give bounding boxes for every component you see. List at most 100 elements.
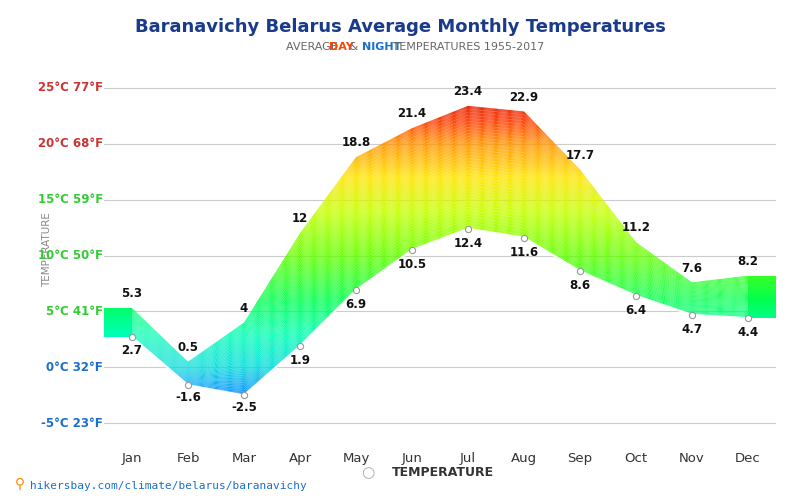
Polygon shape bbox=[248, 321, 249, 324]
Polygon shape bbox=[653, 271, 654, 272]
Polygon shape bbox=[582, 194, 583, 198]
Polygon shape bbox=[418, 202, 419, 205]
Polygon shape bbox=[256, 372, 257, 374]
Polygon shape bbox=[313, 223, 314, 228]
Polygon shape bbox=[385, 253, 386, 256]
Polygon shape bbox=[609, 259, 610, 262]
Polygon shape bbox=[550, 222, 551, 226]
Polygon shape bbox=[391, 188, 393, 192]
Polygon shape bbox=[234, 361, 236, 363]
Polygon shape bbox=[507, 113, 508, 116]
Polygon shape bbox=[217, 356, 218, 358]
Polygon shape bbox=[286, 282, 287, 286]
Polygon shape bbox=[651, 274, 652, 275]
Polygon shape bbox=[514, 170, 515, 173]
Polygon shape bbox=[507, 232, 508, 235]
Polygon shape bbox=[515, 198, 517, 202]
Polygon shape bbox=[638, 253, 639, 254]
Polygon shape bbox=[534, 183, 535, 187]
Polygon shape bbox=[692, 304, 693, 305]
Polygon shape bbox=[454, 212, 455, 216]
Polygon shape bbox=[289, 266, 290, 270]
Polygon shape bbox=[231, 345, 232, 347]
Polygon shape bbox=[640, 290, 641, 292]
Polygon shape bbox=[745, 297, 746, 298]
Polygon shape bbox=[518, 133, 519, 136]
Polygon shape bbox=[620, 244, 621, 246]
Polygon shape bbox=[515, 139, 517, 142]
Polygon shape bbox=[481, 163, 482, 166]
Polygon shape bbox=[363, 248, 365, 252]
Polygon shape bbox=[666, 303, 667, 304]
Polygon shape bbox=[650, 254, 651, 256]
Polygon shape bbox=[679, 287, 680, 288]
Polygon shape bbox=[143, 336, 144, 337]
Polygon shape bbox=[686, 311, 687, 312]
Polygon shape bbox=[371, 272, 372, 276]
Polygon shape bbox=[138, 330, 139, 332]
Polygon shape bbox=[589, 256, 590, 259]
Polygon shape bbox=[423, 142, 424, 145]
Polygon shape bbox=[479, 181, 480, 184]
Polygon shape bbox=[493, 214, 494, 218]
Polygon shape bbox=[564, 172, 565, 176]
Polygon shape bbox=[160, 335, 161, 336]
Polygon shape bbox=[561, 216, 562, 219]
Polygon shape bbox=[550, 170, 551, 174]
Polygon shape bbox=[384, 180, 385, 184]
Polygon shape bbox=[349, 232, 350, 236]
Polygon shape bbox=[229, 342, 230, 344]
Polygon shape bbox=[321, 256, 322, 260]
Polygon shape bbox=[322, 286, 323, 290]
Polygon shape bbox=[526, 155, 528, 159]
Polygon shape bbox=[374, 240, 376, 244]
Polygon shape bbox=[674, 286, 675, 287]
Polygon shape bbox=[250, 387, 251, 390]
Polygon shape bbox=[316, 326, 317, 330]
Polygon shape bbox=[243, 356, 244, 358]
Polygon shape bbox=[402, 232, 403, 235]
Polygon shape bbox=[531, 190, 533, 194]
Polygon shape bbox=[184, 362, 185, 363]
Polygon shape bbox=[501, 187, 502, 190]
Polygon shape bbox=[610, 212, 611, 215]
Polygon shape bbox=[340, 180, 341, 185]
Polygon shape bbox=[240, 337, 242, 339]
Polygon shape bbox=[514, 139, 515, 142]
Polygon shape bbox=[663, 300, 664, 302]
Polygon shape bbox=[188, 366, 189, 367]
Polygon shape bbox=[687, 310, 688, 312]
Polygon shape bbox=[396, 242, 397, 246]
Polygon shape bbox=[205, 358, 206, 360]
Polygon shape bbox=[545, 224, 546, 227]
Polygon shape bbox=[132, 326, 133, 327]
Polygon shape bbox=[154, 344, 155, 345]
Polygon shape bbox=[370, 162, 371, 166]
Polygon shape bbox=[173, 348, 174, 350]
Polygon shape bbox=[485, 138, 486, 141]
Polygon shape bbox=[651, 264, 652, 266]
Polygon shape bbox=[132, 326, 133, 328]
Polygon shape bbox=[298, 322, 299, 326]
Polygon shape bbox=[730, 316, 731, 317]
Polygon shape bbox=[142, 340, 143, 341]
Polygon shape bbox=[615, 219, 617, 222]
Polygon shape bbox=[382, 168, 383, 172]
Polygon shape bbox=[406, 140, 407, 143]
Polygon shape bbox=[248, 344, 249, 347]
Polygon shape bbox=[196, 361, 198, 362]
Polygon shape bbox=[637, 284, 638, 286]
Polygon shape bbox=[216, 374, 217, 376]
Polygon shape bbox=[389, 194, 390, 197]
Polygon shape bbox=[413, 200, 414, 204]
Polygon shape bbox=[425, 178, 426, 181]
Polygon shape bbox=[396, 142, 397, 146]
Polygon shape bbox=[324, 272, 326, 276]
Polygon shape bbox=[275, 291, 276, 295]
Polygon shape bbox=[452, 127, 453, 130]
Polygon shape bbox=[604, 272, 605, 274]
Polygon shape bbox=[710, 310, 712, 312]
Polygon shape bbox=[167, 350, 169, 352]
Polygon shape bbox=[509, 204, 510, 207]
Polygon shape bbox=[371, 230, 372, 234]
